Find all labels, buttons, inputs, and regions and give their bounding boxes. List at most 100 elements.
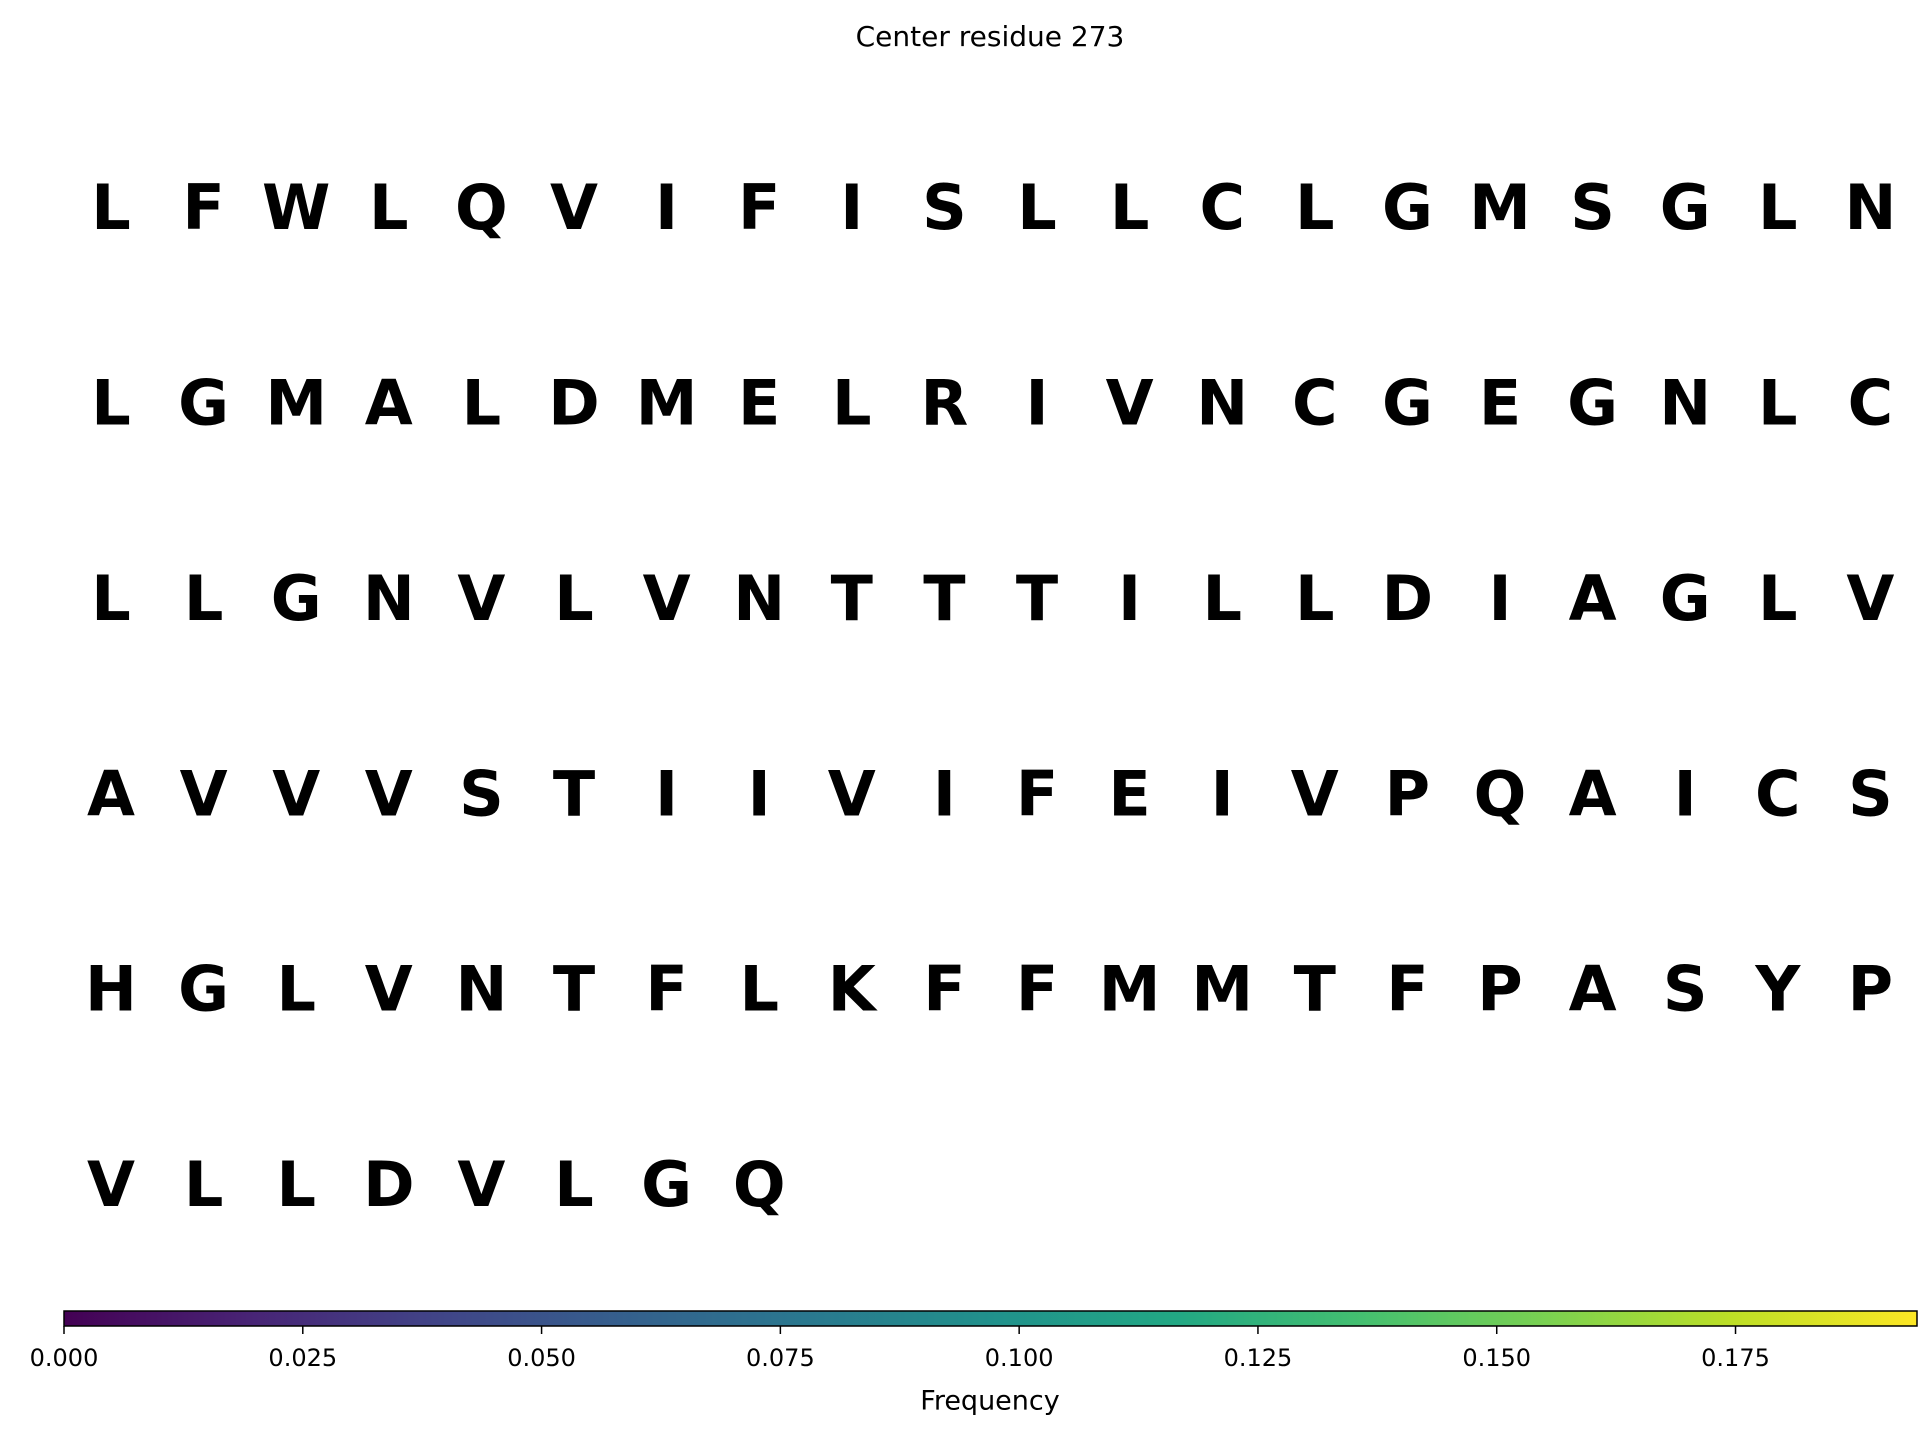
residue: L — [276, 953, 316, 1026]
colorbar-tick-label: 0.175 — [1701, 1344, 1770, 1372]
residue: G — [271, 562, 322, 635]
colorbar-tick-label: 0.075 — [746, 1344, 815, 1372]
residue: T — [553, 757, 595, 830]
residue: G — [1567, 366, 1618, 439]
residue: F — [738, 171, 780, 244]
residue: M — [636, 366, 698, 439]
residue: L — [1202, 562, 1242, 635]
residue: V — [272, 757, 320, 830]
residue: S — [922, 171, 967, 244]
residue: M — [265, 366, 327, 439]
residue: I — [655, 171, 678, 244]
residue: A — [1569, 562, 1617, 635]
residue: F — [923, 953, 965, 1026]
residue: L — [184, 1148, 224, 1221]
residue: N — [455, 953, 507, 1026]
residue: G — [1660, 562, 1711, 635]
residue: L — [1110, 171, 1150, 244]
residue: N — [1844, 171, 1896, 244]
residue: E — [1479, 366, 1521, 439]
residue: T — [1294, 953, 1336, 1026]
residue: S — [459, 757, 504, 830]
residue: F — [182, 171, 224, 244]
chart-title: Center residue 273 — [856, 20, 1125, 53]
residue: H — [85, 953, 137, 1026]
colorbar-tick-label: 0.150 — [1462, 1344, 1531, 1372]
residue: I — [1674, 757, 1697, 830]
residue: G — [1382, 171, 1433, 244]
residue: D — [1382, 562, 1433, 635]
residue: L — [184, 562, 224, 635]
residue: L — [1295, 171, 1335, 244]
residue: K — [828, 953, 878, 1026]
residue: G — [178, 366, 229, 439]
residue: C — [1292, 366, 1338, 439]
residue: E — [738, 366, 780, 439]
colorbar-label: Frequency — [920, 1386, 1060, 1417]
residue: L — [1295, 562, 1335, 635]
residue: V — [457, 1148, 505, 1221]
residue: G — [1382, 366, 1433, 439]
residue: N — [733, 562, 785, 635]
colorbar-tick-label: 0.100 — [985, 1344, 1054, 1372]
residue: F — [1016, 757, 1058, 830]
residue: L — [554, 562, 594, 635]
residue: C — [1848, 366, 1894, 439]
residue: V — [365, 757, 413, 830]
residue: V — [550, 171, 598, 244]
residue: V — [180, 757, 228, 830]
residue: D — [363, 1148, 414, 1221]
residue: L — [462, 366, 502, 439]
residue: N — [363, 562, 415, 635]
residue: N — [1659, 366, 1711, 439]
residue: L — [554, 1148, 594, 1221]
residue: T — [553, 953, 595, 1026]
residue: R — [921, 366, 969, 439]
residue: W — [262, 171, 330, 244]
residue: P — [1477, 953, 1522, 1026]
residue: E — [1108, 757, 1150, 830]
residue: F — [1016, 953, 1058, 1026]
residue: F — [645, 953, 687, 1026]
residue: I — [1488, 562, 1511, 635]
residue: I — [1211, 757, 1234, 830]
residue: M — [1191, 953, 1253, 1026]
residue: L — [1758, 562, 1798, 635]
residue: P — [1848, 953, 1893, 1026]
residue: I — [1118, 562, 1141, 635]
residue: A — [1569, 757, 1617, 830]
residue: I — [748, 757, 771, 830]
residue: I — [933, 757, 956, 830]
residue: T — [831, 562, 873, 635]
residue: L — [276, 1148, 316, 1221]
residue: L — [91, 171, 131, 244]
residue: F — [1386, 953, 1428, 1026]
residue: P — [1385, 757, 1430, 830]
residue: G — [1660, 171, 1711, 244]
residue: L — [1758, 171, 1798, 244]
residue: Y — [1754, 953, 1801, 1026]
residue: L — [369, 171, 409, 244]
residue: I — [1025, 366, 1048, 439]
residue: D — [548, 366, 599, 439]
residue: V — [1106, 366, 1154, 439]
residue: T — [1016, 562, 1058, 635]
colorbar — [63, 1310, 1918, 1327]
residue: I — [840, 171, 863, 244]
residue: I — [655, 757, 678, 830]
residue: C — [1199, 171, 1245, 244]
residue: A — [365, 366, 413, 439]
residue: T — [923, 562, 965, 635]
residue: V — [643, 562, 691, 635]
residue: L — [832, 366, 872, 439]
residue: V — [1291, 757, 1339, 830]
colorbar-tick-label: 0.050 — [507, 1344, 576, 1372]
residue: Q — [455, 171, 508, 244]
colorbar-tick-label: 0.000 — [30, 1344, 99, 1372]
residue: M — [1469, 171, 1531, 244]
residue: L — [91, 562, 131, 635]
residue: C — [1755, 757, 1801, 830]
residue: L — [1758, 366, 1798, 439]
residue: G — [178, 953, 229, 1026]
